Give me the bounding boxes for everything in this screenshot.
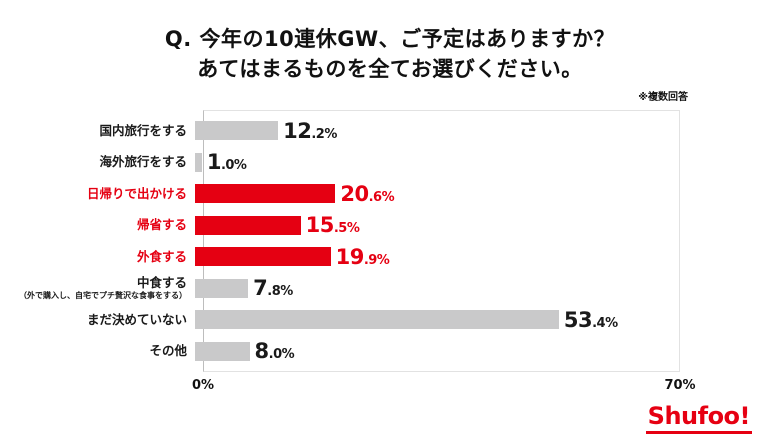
chart-title: Q. 今年の10連休GW、ご予定はありますか？ あてはまるものを全てお選びくださ… xyxy=(0,0,780,85)
chart-row: 中食する （外で購入し、自宅でプチ贅沢な食事をする） 7.8% xyxy=(0,273,780,305)
category-label-cell: 日帰りで出かける xyxy=(0,185,195,201)
bar-chart: 国内旅行をする 12.2% 海外旅行をする 1.0% 日帰りで出かける 20.6… xyxy=(0,110,780,372)
category-label: 中食する xyxy=(136,275,187,291)
category-label-cell: その他 xyxy=(0,343,195,359)
value-label: 1.0% xyxy=(206,150,247,175)
chart-row: 日帰りで出かける 20.6% xyxy=(0,178,780,210)
bar xyxy=(195,247,331,267)
category-label: 帰省する xyxy=(136,217,187,233)
category-label-cell: 中食する （外で購入し、自宅でプチ贅沢な食事をする） xyxy=(0,276,195,300)
value-label: 12.2% xyxy=(283,118,337,143)
category-label-cell: 海外旅行をする xyxy=(0,154,195,170)
value-label: 15.5% xyxy=(305,213,360,238)
x-axis: 0% 70% xyxy=(0,378,780,398)
value-label: 19.9% xyxy=(335,244,390,269)
bar xyxy=(195,152,202,172)
chart-row: 外食する 19.9% xyxy=(0,241,780,273)
bar-cell: 53.4% xyxy=(195,304,672,336)
value-label: 53.4% xyxy=(563,307,618,332)
plot-area-frame xyxy=(203,110,680,372)
category-label-cell: 国内旅行をする xyxy=(0,122,195,138)
category-label: 外食する xyxy=(136,248,187,264)
category-label-cell: 外食する xyxy=(0,248,195,264)
bar xyxy=(195,310,559,330)
chart-row: その他 8.0% xyxy=(0,336,780,368)
value-label: 8.0% xyxy=(254,339,295,364)
bar-cell: 1.0% xyxy=(195,147,672,179)
chart-row: 海外旅行をする 1.0% xyxy=(0,147,780,179)
bar-cell: 12.2% xyxy=(195,115,672,147)
value-label: 7.8% xyxy=(253,276,293,301)
bar xyxy=(195,121,279,141)
category-label: 海外旅行をする xyxy=(99,154,187,170)
category-sublabel: （外で購入し、自宅でプチ贅沢な食事をする） xyxy=(19,290,187,300)
category-label: まだ決めていない xyxy=(86,311,187,327)
x-axis-min-label: 0% xyxy=(191,378,215,393)
x-axis-max-label: 70% xyxy=(664,378,696,393)
category-label-cell: 帰省する xyxy=(0,217,195,233)
chart-row: まだ決めていない 53.4% xyxy=(0,304,780,336)
bar-cell: 20.6% xyxy=(195,178,672,210)
bar xyxy=(195,278,249,298)
bar-cell: 19.9% xyxy=(195,241,672,273)
multiple-answer-note: ※複数回答 xyxy=(638,92,688,103)
bar-cell: 8.0% xyxy=(195,336,672,368)
shufoo-logo: Shufoo! xyxy=(645,402,752,434)
chart-rows: 国内旅行をする 12.2% 海外旅行をする 1.0% 日帰りで出かける 20.6… xyxy=(0,115,780,367)
category-label-cell: まだ決めていない xyxy=(0,311,195,327)
chart-title-line1: Q. 今年の10連休GW、ご予定はありますか？ xyxy=(164,27,616,51)
bar-cell: 7.8% xyxy=(195,273,672,305)
bar xyxy=(195,184,336,204)
bar-cell: 15.5% xyxy=(195,210,672,242)
chart-title-line2: あてはまるものを全てお選びください。 xyxy=(197,57,583,82)
bar xyxy=(195,215,301,235)
chart-row: 国内旅行をする 12.2% xyxy=(0,115,780,147)
chart-row: 帰省する 15.5% xyxy=(0,210,780,242)
category-label: 日帰りで出かける xyxy=(86,185,187,201)
category-label: 国内旅行をする xyxy=(99,122,187,138)
category-label: その他 xyxy=(149,343,187,359)
value-label: 20.6% xyxy=(340,181,395,206)
bar xyxy=(195,341,250,361)
